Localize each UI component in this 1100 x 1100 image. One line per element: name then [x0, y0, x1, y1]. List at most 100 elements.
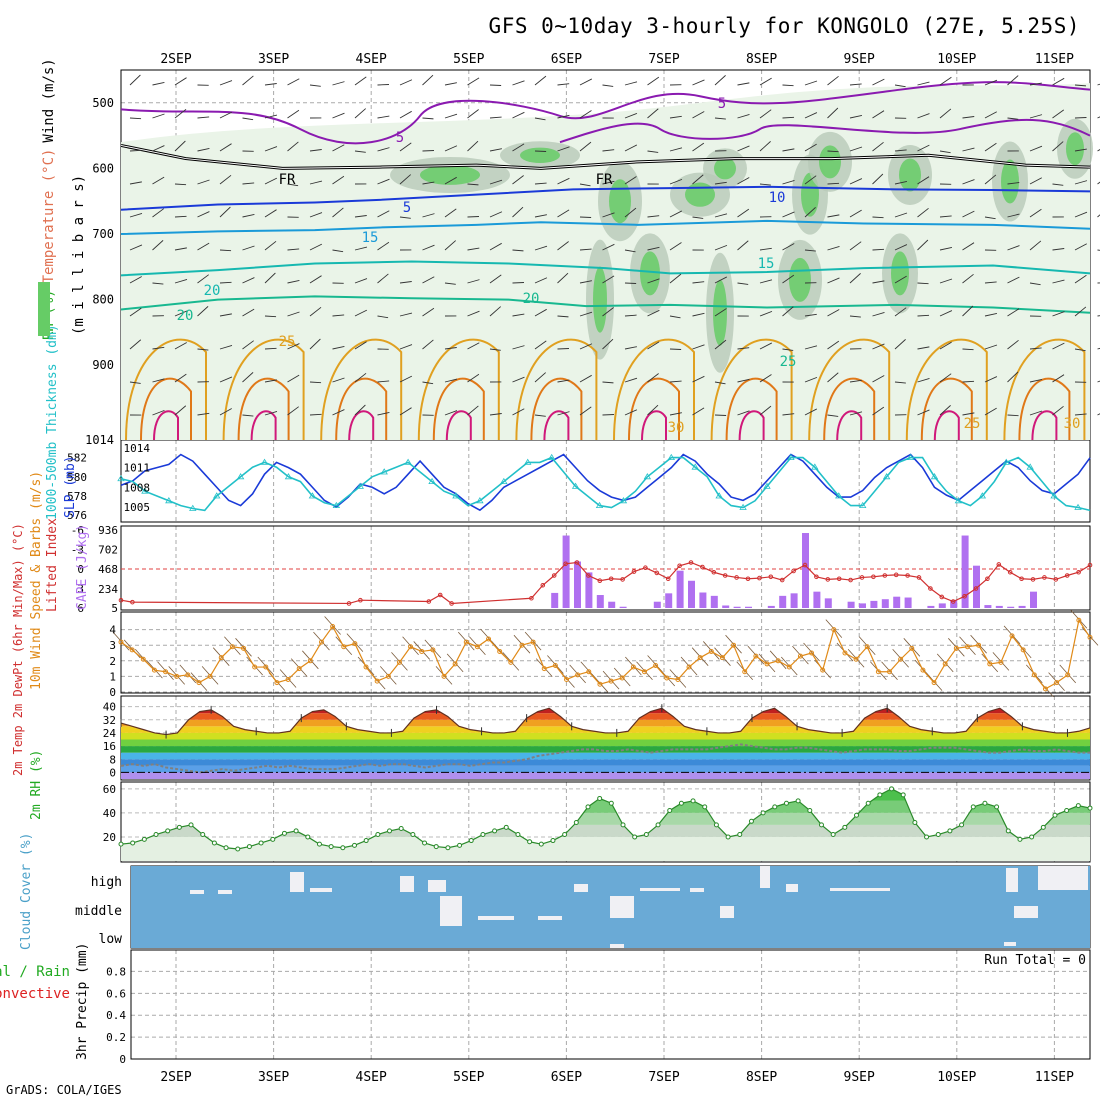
wind-barb — [647, 341, 660, 350]
wind-barb — [579, 311, 593, 317]
temp-band — [121, 700, 1090, 707]
wind-speed-point — [953, 645, 959, 651]
wind-barb — [1007, 371, 1019, 383]
thickness-marker — [930, 473, 939, 480]
wind-barb — [602, 338, 614, 350]
cape-tick: 702 — [98, 544, 118, 557]
wind-barb — [512, 80, 525, 86]
wind-barb — [1097, 181, 1100, 185]
wind-speed-point — [296, 666, 302, 672]
wind-tick: 4 — [109, 624, 116, 637]
isotherm-30-lobe — [725, 377, 778, 441]
thickness-marker — [691, 463, 699, 470]
cape-frame — [120, 525, 1091, 611]
wind-barb — [602, 180, 615, 185]
wind-barb — [287, 141, 299, 152]
rh-point — [959, 822, 965, 828]
wind-barb — [782, 413, 795, 416]
isotherm-25-lobe — [320, 338, 403, 441]
wind-speed-point — [630, 664, 636, 670]
lifted-index-point — [928, 586, 933, 591]
wind-barb — [894, 275, 907, 284]
cape-ylabel: CAPE (J/kg) — [75, 524, 90, 610]
wind-barb — [1029, 410, 1043, 416]
wind-barb — [489, 413, 502, 416]
rh-point — [246, 844, 252, 850]
rh-point — [211, 840, 217, 846]
wind-barb — [669, 315, 681, 319]
wind-barb — [287, 374, 300, 383]
cloud-block — [786, 884, 798, 892]
temp-band — [121, 759, 1090, 766]
wind-barb — [242, 372, 254, 383]
temp-tick: 0 — [109, 766, 116, 779]
cape-bar — [950, 600, 958, 608]
wind-barb — [782, 179, 795, 185]
wind-barb — [1097, 214, 1100, 218]
temp-tick: 32 — [103, 714, 116, 727]
wind-barb — [512, 408, 525, 416]
isotherm-25-lobe — [222, 338, 305, 441]
wind-barb — [534, 414, 546, 417]
wind-speed-point — [1020, 647, 1026, 653]
wind-barb — [129, 212, 143, 218]
wind-barb — [872, 311, 885, 317]
wind-barb — [512, 345, 525, 350]
lifted-index-point — [1007, 569, 1013, 575]
wind-speed-point — [1009, 633, 1015, 639]
wind-barb — [759, 310, 773, 317]
wind-barb — [827, 214, 840, 218]
lifted-index-point — [529, 595, 534, 601]
wind-barb — [759, 77, 772, 86]
thickness-marker — [1074, 503, 1082, 510]
wind-barb — [332, 249, 344, 253]
wind-barb — [962, 380, 975, 383]
rh-point — [410, 832, 416, 838]
wind-barb — [1074, 211, 1088, 218]
lifted-index-point — [620, 577, 625, 582]
wind-barb — [309, 149, 322, 152]
bottom-day-label: 4SEP — [356, 1070, 387, 1085]
wind-speed-point — [151, 667, 157, 673]
thickness-marker — [332, 501, 341, 508]
rh-shading-green — [593, 266, 607, 333]
slp-thickness-panel — [117, 453, 1091, 512]
wind-barb — [827, 414, 839, 417]
rh-shading-green — [420, 165, 480, 185]
wind-speed-point — [931, 680, 937, 686]
wind-barb — [377, 380, 390, 383]
wind-barb — [804, 143, 817, 152]
wind-speed-point — [898, 656, 904, 662]
wind-barb — [557, 114, 570, 119]
cloud-block — [428, 880, 446, 892]
cape-bar — [562, 535, 570, 608]
wind-speed-point — [430, 647, 436, 653]
rh-point — [772, 804, 778, 810]
wind-barb — [970, 634, 987, 654]
rh-point — [912, 820, 918, 825]
wind-barb — [380, 666, 397, 685]
wind-speed-point — [129, 647, 135, 653]
wind-speed-point — [163, 669, 169, 675]
li-tick: -3 — [71, 544, 84, 557]
contour-label: 25 — [279, 334, 296, 350]
wind-barb — [513, 634, 531, 654]
run-total-label: Run Total = 0 — [984, 953, 1086, 968]
cloud-block — [440, 896, 462, 926]
top-day-label: 7SEP — [648, 52, 679, 67]
wind-barb — [647, 108, 659, 119]
wind-barb — [769, 650, 787, 670]
wind-barb — [872, 343, 885, 350]
rh-shading-green — [789, 257, 811, 302]
wind-barb — [792, 645, 809, 665]
wind-barb — [174, 278, 188, 284]
cloud-block — [400, 876, 414, 892]
wind-barb — [257, 656, 275, 676]
wind-speed-point — [976, 642, 982, 648]
wind-barb — [894, 212, 908, 218]
wind-barb — [534, 75, 547, 86]
wind-barb — [402, 636, 419, 656]
wind-barb — [287, 311, 300, 317]
wind-barb — [264, 379, 277, 383]
rh-point — [141, 836, 147, 842]
